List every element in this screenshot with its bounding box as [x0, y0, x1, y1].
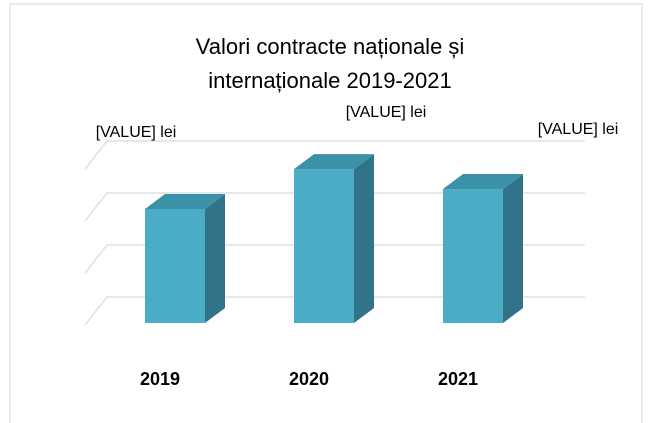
chart-title: internaționale 2019-2021: [208, 68, 451, 93]
value-label: [VALUE] lei: [346, 104, 427, 121]
bar-top: [294, 154, 374, 170]
bar: [294, 169, 354, 323]
x-tick-label: 2019: [140, 369, 180, 389]
x-tick-label: 2021: [438, 369, 478, 389]
bar: [443, 189, 503, 323]
bar-side: [205, 194, 225, 323]
bar: [145, 209, 205, 323]
bar-side: [354, 154, 374, 323]
x-tick-label: 2020: [289, 369, 329, 389]
grid-line: [84, 296, 585, 326]
grid-line: [84, 192, 585, 222]
grid-line: [84, 244, 585, 274]
value-label: [VALUE] lei: [96, 124, 177, 141]
bar-side: [503, 174, 523, 323]
value-label: [VALUE] lei: [538, 121, 619, 138]
bar-top: [145, 194, 225, 209]
chart-title: Valori contracte naționale și: [196, 34, 465, 59]
bar-top: [443, 174, 523, 190]
grid-line: [84, 140, 585, 170]
